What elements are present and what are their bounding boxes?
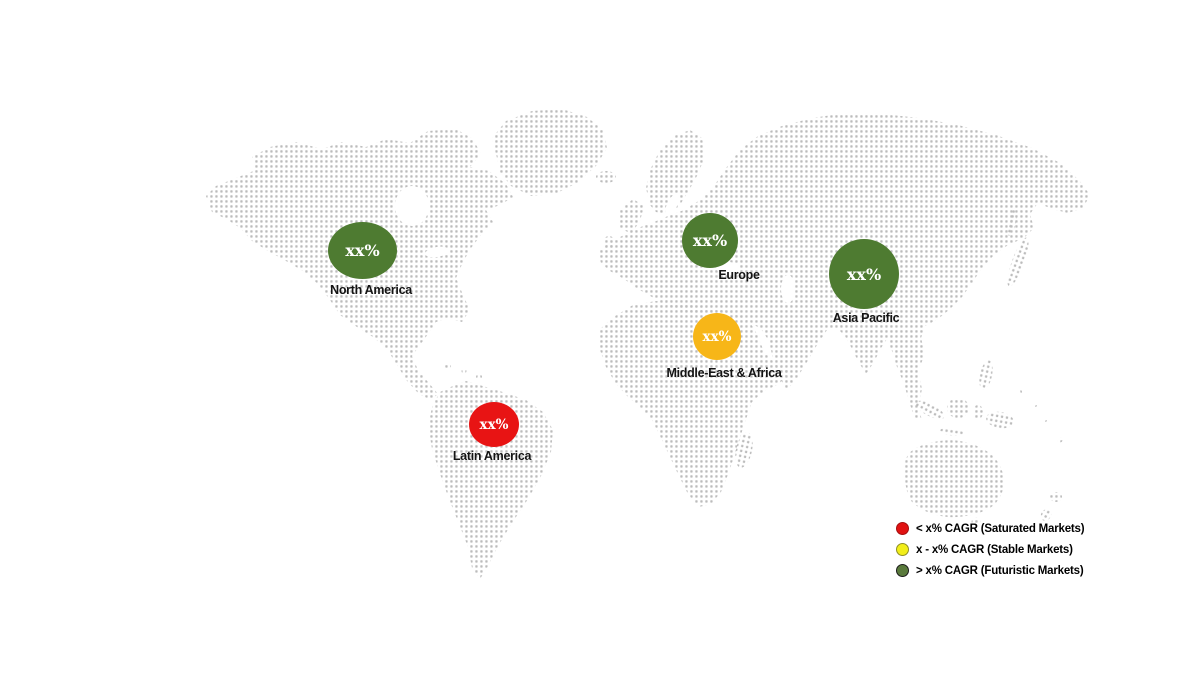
- legend-dot-futuristic-icon: [896, 564, 909, 577]
- continent-south-america: [428, 381, 553, 579]
- legend-item-stable: x - x% CAGR (Stable Markets): [896, 542, 1084, 557]
- continent-australia: [904, 440, 1004, 518]
- region-label-north-america: North America: [330, 283, 412, 297]
- sakhalin: [1007, 208, 1017, 236]
- pacific-island: [1057, 437, 1063, 443]
- caribbean-island: [476, 374, 482, 380]
- legend-item-saturated: < x% CAGR (Saturated Markets): [896, 521, 1085, 536]
- philippines: [979, 360, 993, 390]
- new-zealand-north: [1050, 492, 1062, 502]
- japan: [1007, 237, 1029, 287]
- bubble-asia-pacific: xx%: [829, 239, 899, 309]
- bubble-middle-east-africa: xx%: [693, 313, 741, 360]
- great-lakes: [425, 246, 449, 258]
- hudson-bay: [395, 186, 429, 226]
- greenland: [492, 109, 607, 196]
- region-label-latin-america: Latin America: [452, 449, 532, 463]
- legend: < x% CAGR (Saturated Markets) x - x% CAG…: [896, 521, 1085, 584]
- scandinavia: [646, 130, 705, 214]
- bubble-north-america: xx%: [328, 222, 397, 279]
- legend-dot-saturated-icon: [896, 522, 909, 535]
- pacific-island: [1018, 390, 1022, 394]
- caribbean-island: [461, 368, 467, 374]
- caspian-sea: [781, 275, 795, 303]
- legend-label-futuristic: > x% CAGR (Futuristic Markets): [916, 564, 1084, 577]
- legend-label-stable: x - x% CAGR (Stable Markets): [916, 543, 1073, 556]
- baltic-sea: [665, 193, 679, 217]
- borneo: [947, 398, 969, 418]
- bubble-latin-america: xx%: [469, 402, 519, 447]
- legend-label-saturated: < x% CAGR (Saturated Markets): [916, 522, 1085, 535]
- bubble-value-north-america: xx%: [345, 241, 380, 260]
- iceland: [596, 171, 616, 183]
- region-label-middle-east-africa: Middle-East & Africa: [666, 366, 782, 380]
- sumatra: [915, 400, 945, 420]
- region-label-europe: Europe: [718, 268, 760, 282]
- new-guinea: [986, 411, 1014, 429]
- bubble-value-middle-east-africa: xx%: [702, 328, 732, 345]
- united-kingdom: [619, 199, 644, 234]
- tasmania: [971, 517, 981, 527]
- bubble-value-europe: xx%: [692, 231, 728, 250]
- continent-africa: [599, 301, 790, 507]
- pacific-island: [1043, 418, 1047, 422]
- bubble-europe: xx%: [682, 213, 738, 268]
- region-label-asia-pacific: Asia Pacific: [832, 311, 900, 325]
- pacific-island: [1033, 403, 1037, 407]
- sulawesi: [973, 405, 983, 419]
- caribbean-island: [445, 363, 451, 369]
- bubble-value-asia-pacific: xx%: [846, 264, 882, 284]
- java: [940, 428, 964, 436]
- legend-dot-stable-icon: [896, 543, 909, 556]
- legend-item-futuristic: > x% CAGR (Futuristic Markets): [896, 563, 1084, 578]
- new-zealand-south: [1040, 509, 1052, 521]
- bubble-value-latin-america: xx%: [479, 416, 509, 433]
- madagascar: [735, 432, 753, 468]
